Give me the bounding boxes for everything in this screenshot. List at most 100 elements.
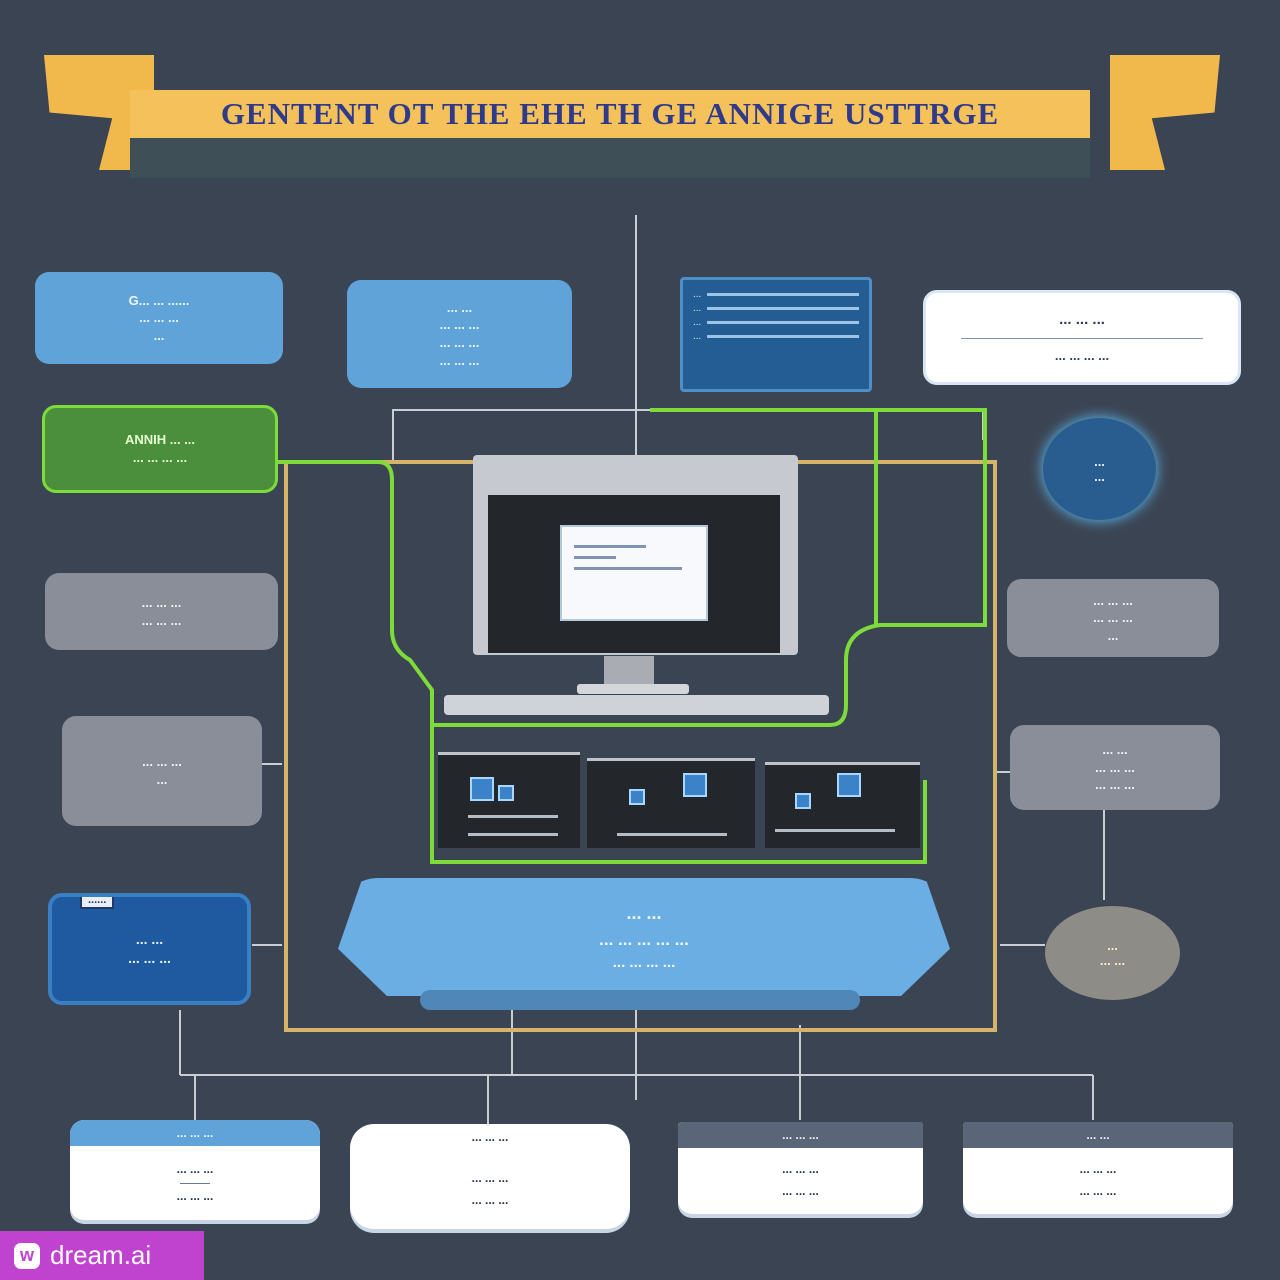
slider-row[interactable]: ... (693, 317, 859, 328)
platform-text: ... ... ... ... (612, 954, 676, 971)
panel-line (775, 829, 895, 832)
circle-text: ... (1094, 454, 1105, 469)
box-text: ... ... ... (1093, 592, 1133, 608)
chip-icon (795, 793, 811, 809)
bottom-card-4[interactable]: ... ... ... ... ... ... ... ... (963, 1122, 1233, 1214)
right-circle-1[interactable]: ... ... (1043, 418, 1156, 520)
circle-text: ... (1094, 469, 1105, 484)
central-platform[interactable]: ... ... ... ... ... ... ... ... ... ... … (338, 878, 950, 996)
box-text: ... ... ... (139, 310, 179, 326)
right-box-3[interactable]: ... ... ... ... ... ... ... ... (1010, 725, 1220, 810)
module-panel-3[interactable] (765, 762, 920, 848)
box-text: ... ... (135, 931, 164, 948)
bottom-card-3[interactable]: ... ... ... ... ... ... ... ... ... (678, 1122, 923, 1214)
top-box-3[interactable]: ... ... ... ... ... ... ... (923, 290, 1241, 385)
chip-icon (683, 773, 707, 797)
left-box-5[interactable]: ...... ... ... ... ... ... (48, 893, 251, 1005)
bottom-card-1[interactable]: ... ... ... ... ... ... ... ... ... (70, 1120, 320, 1220)
monitor-stand-base (577, 684, 689, 694)
box-text: ... ... ... (1093, 610, 1133, 626)
slider-label: ... (693, 303, 702, 314)
card-text: ... ... ... (782, 1162, 819, 1177)
box-divider (961, 338, 1203, 340)
card-text: ... ... ... (1079, 1162, 1117, 1177)
box-text: ... ... ... (439, 352, 480, 368)
title-banner: GENTENT OT THE EHE TH GE ANNIGE USTTRGE (130, 90, 1090, 138)
window-line (574, 556, 616, 559)
slider-track[interactable] (707, 293, 859, 296)
slider-label: ... (693, 331, 702, 342)
platform-text: ... ... ... ... ... (599, 930, 689, 949)
card-text: ... ... ... (176, 1161, 214, 1176)
monitor-stand (604, 656, 654, 686)
circle-text: ... ... (1099, 953, 1126, 968)
box-text: ... ... ... (141, 594, 182, 610)
box-label: ...... (80, 897, 115, 909)
slider-track[interactable] (707, 335, 859, 338)
page-title: GENTENT OT THE EHE TH GE ANNIGE USTTRGE (220, 96, 1000, 131)
box-text: ... ... ... ... (1054, 348, 1110, 364)
dream-ai-watermark: w dream.ai (0, 1231, 204, 1280)
platform-heading: ... ... (626, 903, 662, 923)
app-window-icon (560, 525, 708, 621)
panel-line (468, 815, 558, 818)
right-circle-4[interactable]: ... ... ... (1045, 906, 1180, 1000)
banner-shadow (130, 138, 1090, 178)
slider-label: ... (693, 317, 702, 328)
box-text: ... ... (446, 299, 473, 315)
box-text: ... ... ... (141, 612, 182, 628)
chip-icon (837, 773, 861, 797)
bottom-card-2[interactable]: ... ... ... ... ... ... ... ... ... (350, 1124, 630, 1229)
box-text: ... ... ... (1095, 759, 1135, 775)
left-box-2[interactable]: ANNIH ... ... ... ... ... ... (42, 405, 278, 493)
box-text: ... ... (1102, 742, 1128, 758)
card-divider (180, 1182, 210, 1184)
box-text: ... ... ... ... (132, 450, 188, 465)
panel-line (468, 833, 558, 836)
card-text: ... ... ... (782, 1184, 819, 1198)
box-text: ... ... ... (439, 335, 480, 350)
slider-row[interactable]: ... (693, 303, 859, 314)
settings-panel[interactable]: ... ... ... ... (680, 277, 872, 392)
card-head: ... ... (963, 1122, 1233, 1148)
card-text: ... ... ... (176, 1188, 214, 1203)
desk-surface (444, 695, 829, 715)
box-text: ... ... ... (128, 950, 171, 966)
card-head: ... ... ... (678, 1122, 923, 1148)
card-head: ... ... ... (70, 1120, 320, 1146)
box-text: ... ... ... (142, 754, 182, 770)
right-box-2[interactable]: ... ... ... ... ... ... ... (1007, 579, 1219, 657)
slider-track[interactable] (707, 307, 859, 310)
chip-icon (470, 777, 494, 801)
box-text: ANNIH ... ... (124, 432, 196, 448)
platform-shadow (420, 990, 860, 1010)
box-text: ... ... ... (1095, 777, 1135, 793)
left-box-4[interactable]: ... ... ... ... (62, 716, 262, 826)
card-text: ... ... ... (1079, 1184, 1117, 1198)
card-head: ... ... ... (471, 1130, 509, 1144)
slider-row[interactable]: ... (693, 289, 859, 300)
chip-icon (498, 785, 514, 801)
module-panel-2[interactable] (587, 758, 755, 848)
left-box-3[interactable]: ... ... ... ... ... ... (45, 573, 278, 650)
chip-icon (629, 789, 645, 805)
box-text: ... (153, 327, 165, 343)
slider-label: ... (693, 289, 702, 300)
circle-text: ... (1107, 938, 1118, 953)
slider-row[interactable]: ... (693, 331, 859, 342)
window-line (574, 567, 682, 570)
left-box-1[interactable]: G... ... ...... ... ... ... ... (35, 272, 283, 364)
slider-track[interactable] (707, 321, 859, 324)
panel-line (617, 833, 727, 836)
box-text: ... (1107, 627, 1119, 643)
card-text: ... ... ... (471, 1192, 509, 1207)
watermark-text: dream.ai (50, 1240, 152, 1270)
box-text: G... ... ...... (128, 292, 190, 308)
module-panel-1[interactable] (438, 752, 580, 848)
card-text: ... ... ... (471, 1170, 509, 1185)
window-line (574, 545, 646, 548)
box-text: ... (156, 772, 168, 787)
top-box-1[interactable]: ... ... ... ... ... ... ... ... ... ... … (347, 280, 572, 388)
box-text: ... ... ... (439, 317, 480, 333)
